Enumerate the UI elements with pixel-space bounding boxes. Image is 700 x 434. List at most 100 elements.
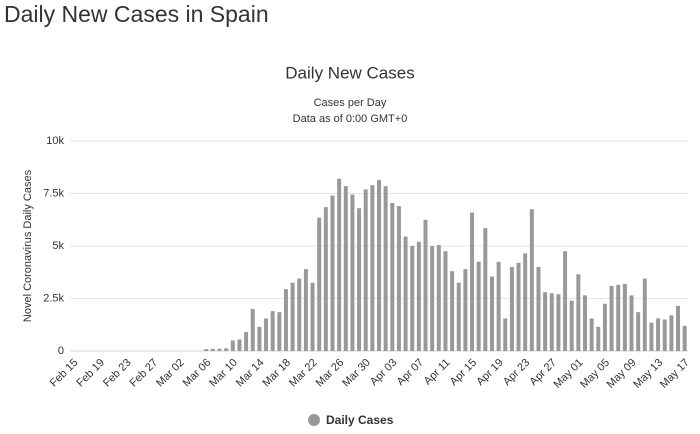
x-tick-label: Apr 19 [474, 357, 505, 388]
bar [669, 315, 674, 351]
bar [350, 194, 355, 351]
bar [423, 219, 428, 351]
bar [237, 339, 242, 351]
y-tick-label: 0 [58, 345, 64, 357]
y-tick-label: 10k [46, 135, 64, 147]
page-title: Daily New Cases in Spain [4, 1, 269, 27]
bar [602, 303, 607, 351]
x-tick-label: Mar 06 [181, 357, 214, 390]
bar [536, 267, 541, 351]
bar [323, 207, 328, 351]
x-tick-label: Feb 27 [128, 357, 161, 390]
chart-note: Data as of 0:00 GMT+0 [293, 113, 408, 125]
chart-subtitle: Cases per Day [314, 97, 387, 109]
y-tick-label: 5k [52, 240, 64, 252]
bar [377, 179, 381, 351]
bar [224, 348, 229, 351]
bar [496, 261, 501, 351]
x-tick-label: Mar 10 [207, 357, 240, 390]
x-tick-label: Mar 02 [154, 357, 187, 390]
bar [629, 295, 634, 351]
x-tick-label: Mar 26 [314, 357, 347, 390]
bar [656, 318, 661, 351]
bar [622, 283, 627, 351]
bar [270, 311, 275, 351]
bar [583, 295, 587, 351]
x-tick-label: Apr 15 [448, 357, 479, 388]
x-tick-label: Mar 14 [234, 357, 267, 390]
bar [343, 186, 348, 351]
bar [430, 246, 435, 351]
bar [556, 294, 561, 351]
bar [297, 278, 302, 351]
x-tick-label: May 17 [658, 357, 692, 391]
bar [443, 251, 448, 351]
bar [390, 202, 395, 351]
bar [589, 318, 594, 351]
bar [609, 285, 614, 351]
bar [543, 292, 548, 351]
legend-marker [308, 414, 320, 426]
bar [649, 322, 654, 351]
bar [204, 349, 209, 351]
x-tick-label: Mar 22 [287, 357, 320, 390]
bar [463, 269, 468, 351]
bar [476, 261, 481, 351]
bar [483, 228, 488, 351]
bar [244, 332, 249, 351]
x-tick-label: Feb 15 [48, 357, 81, 390]
y-tick-label: 7.5k [43, 187, 64, 199]
bar [682, 325, 687, 351]
bar [410, 246, 415, 351]
bar [363, 189, 368, 351]
bar [529, 209, 534, 351]
bar [337, 178, 342, 351]
bar [330, 195, 335, 351]
x-tick-label: Feb 23 [101, 357, 134, 390]
x-tick-label: Apr 11 [422, 357, 453, 388]
bar [662, 319, 667, 351]
bar [549, 293, 554, 351]
bar [357, 208, 362, 351]
bar [436, 244, 441, 351]
bar [303, 269, 308, 351]
bar [596, 326, 601, 351]
bar [563, 251, 568, 351]
bar [516, 262, 521, 351]
bar [403, 236, 408, 351]
bar [576, 274, 581, 351]
x-tick-label: Apr 03 [368, 357, 399, 388]
bar [569, 300, 574, 351]
bar [257, 326, 262, 351]
bar [489, 276, 494, 351]
bar [636, 312, 641, 351]
bar [642, 278, 647, 351]
bar [370, 185, 375, 351]
bar [450, 271, 455, 351]
bar [230, 340, 235, 351]
bar [503, 318, 508, 351]
bar [676, 305, 681, 351]
legend-label: Daily Cases [326, 413, 394, 427]
bar [290, 282, 295, 351]
bar [210, 348, 215, 351]
x-tick-label: Feb 19 [74, 357, 107, 390]
bar [416, 241, 421, 351]
bar [616, 284, 621, 351]
bar [277, 312, 282, 351]
bar [383, 186, 388, 351]
bar [264, 318, 269, 351]
x-tick-label: Apr 07 [395, 357, 426, 388]
bar [523, 253, 528, 351]
bar [470, 212, 475, 351]
chart-title: Daily New Cases [285, 63, 414, 82]
bar [310, 282, 315, 351]
bar [317, 217, 322, 351]
bar [456, 282, 461, 351]
bar [217, 348, 222, 351]
x-tick-label: Mar 30 [340, 357, 373, 390]
bar [509, 267, 514, 351]
y-axis-label: Novel Coronavirus Daily Cases [22, 169, 34, 322]
bar [250, 309, 255, 351]
